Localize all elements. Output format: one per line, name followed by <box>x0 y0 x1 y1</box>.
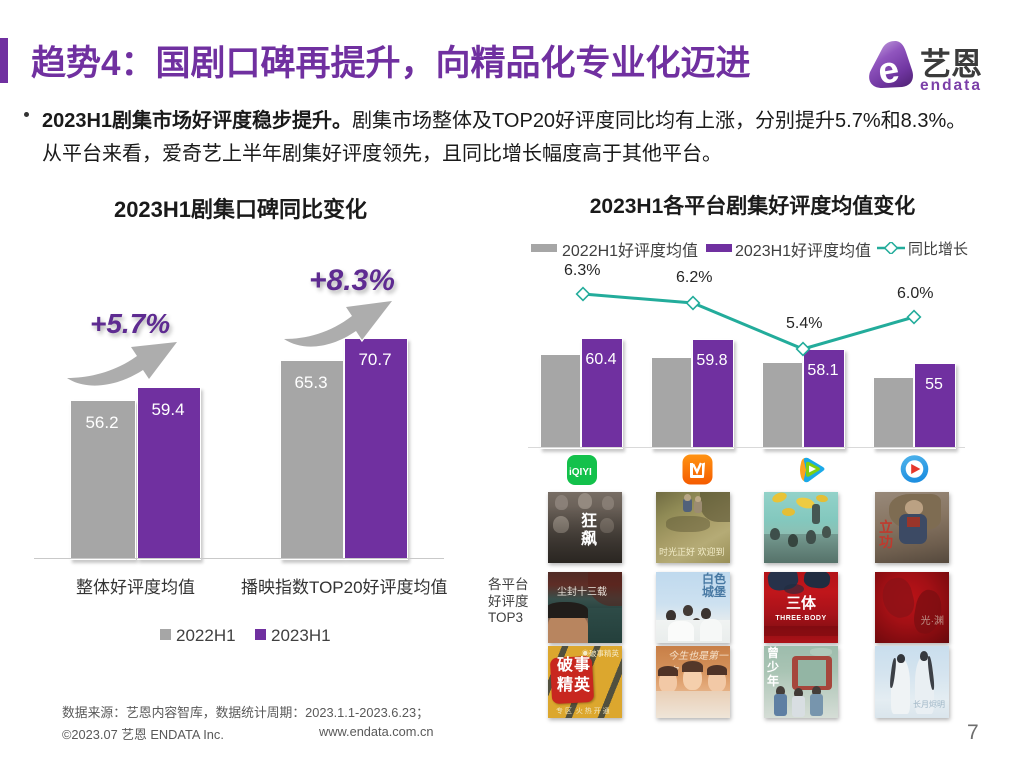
svg-text:iQIYI: iQIYI <box>569 467 592 478</box>
svg-text:艺恩: 艺恩 <box>920 47 982 82</box>
svg-text:endata: endata <box>920 77 982 93</box>
